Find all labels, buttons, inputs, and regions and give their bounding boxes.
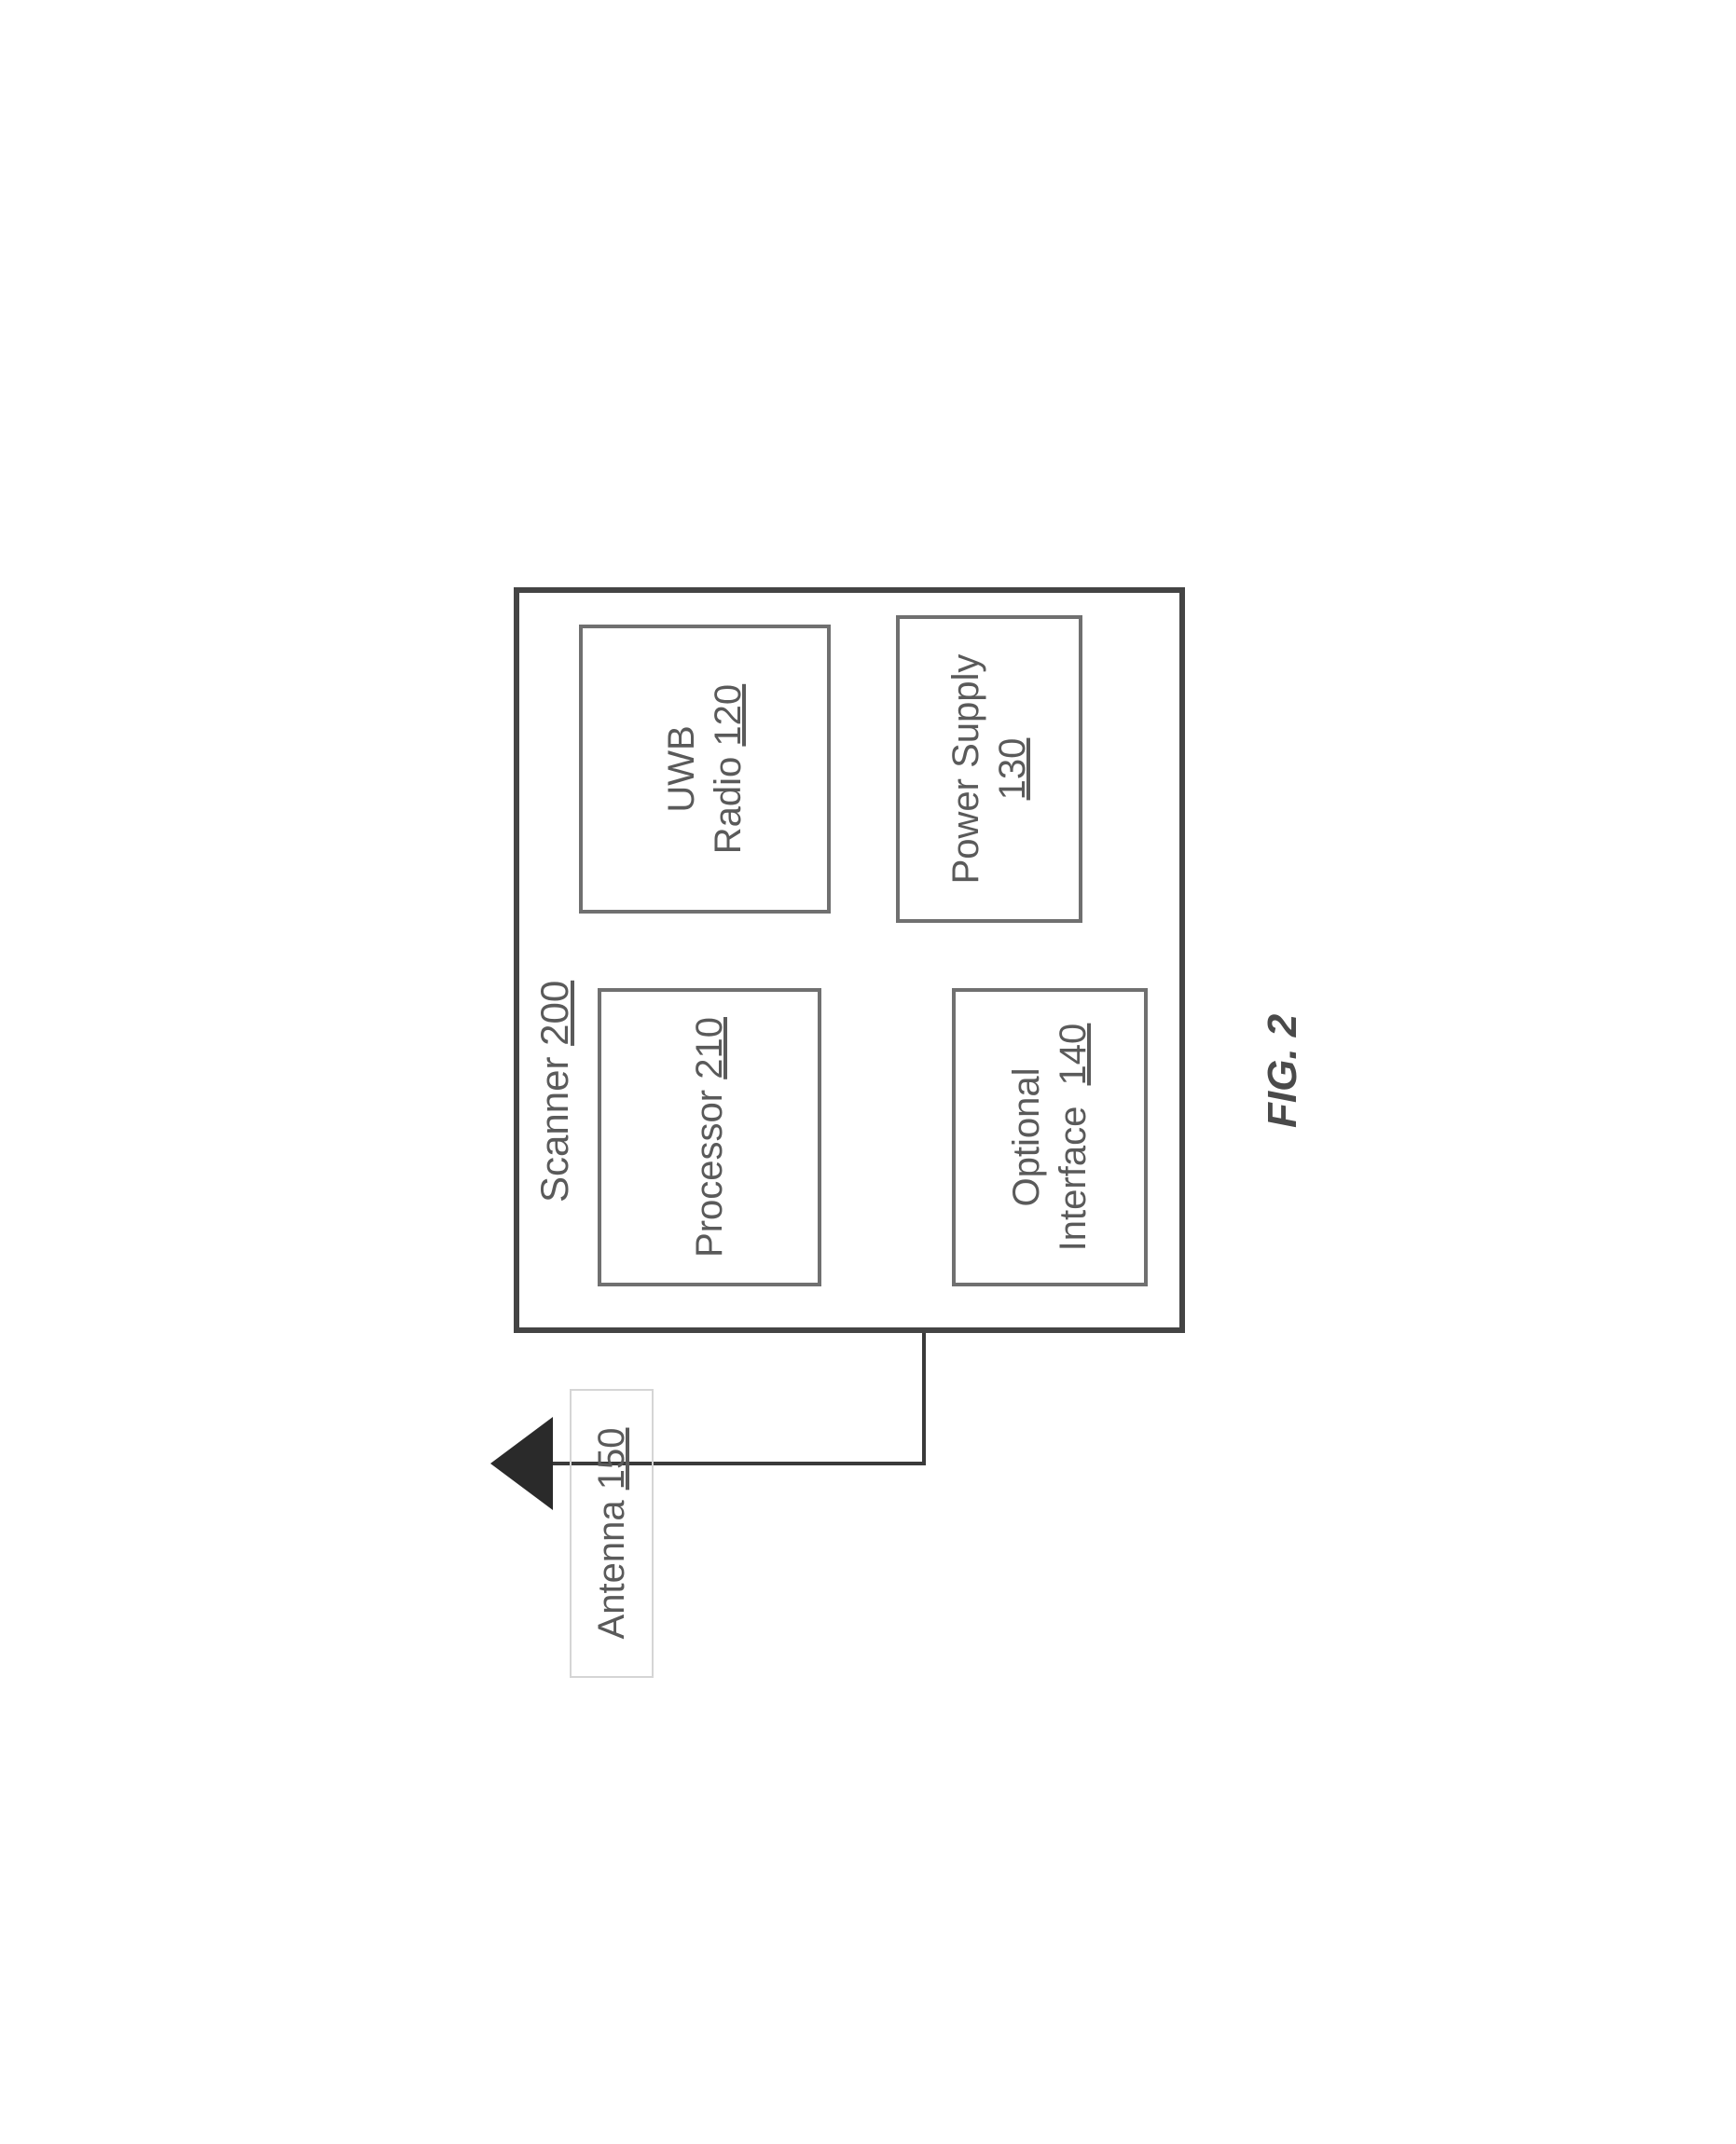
antenna-label-box: Antenna 150 xyxy=(570,1389,654,1678)
optional-interface-ref: 140 xyxy=(1053,1024,1094,1086)
scanner-label-ref: 200 xyxy=(532,981,576,1046)
optional-interface-line2-prefix: Interface xyxy=(1053,1106,1094,1252)
antenna-label-ref: 150 xyxy=(591,1428,632,1491)
uwb-radio-box: UWB Radio 120 xyxy=(579,625,831,914)
uwb-ref: 120 xyxy=(708,684,749,747)
scanner-label-text: Scanner xyxy=(532,1057,576,1203)
antenna-icon xyxy=(490,1417,553,1510)
uwb-line1: UWB xyxy=(658,725,705,812)
power-supply-box: Power Supply 130 xyxy=(896,615,1082,923)
optional-interface-box: Optional Interface 140 xyxy=(952,988,1148,1286)
figure-caption-text: FIG. 2 xyxy=(1260,1014,1305,1128)
power-supply-text: Power Supply xyxy=(943,654,989,885)
uwb-line2-prefix: Radio xyxy=(708,757,749,855)
antenna-label-text: Antenna xyxy=(591,1500,632,1639)
power-supply-ref: 130 xyxy=(989,738,1036,801)
processor-box: Processor 210 xyxy=(598,988,821,1286)
scanner-label: Scanner 200 xyxy=(532,981,577,1203)
figure-caption: FIG. 2 xyxy=(1260,1014,1306,1128)
optional-interface-line1: Optional xyxy=(1003,1068,1050,1207)
processor-ref: 210 xyxy=(689,1017,730,1079)
processor-text: Processor xyxy=(689,1090,730,1258)
diagram-canvas: Antenna 150 Scanner 200 Processor 210 UW… xyxy=(402,419,1334,1725)
